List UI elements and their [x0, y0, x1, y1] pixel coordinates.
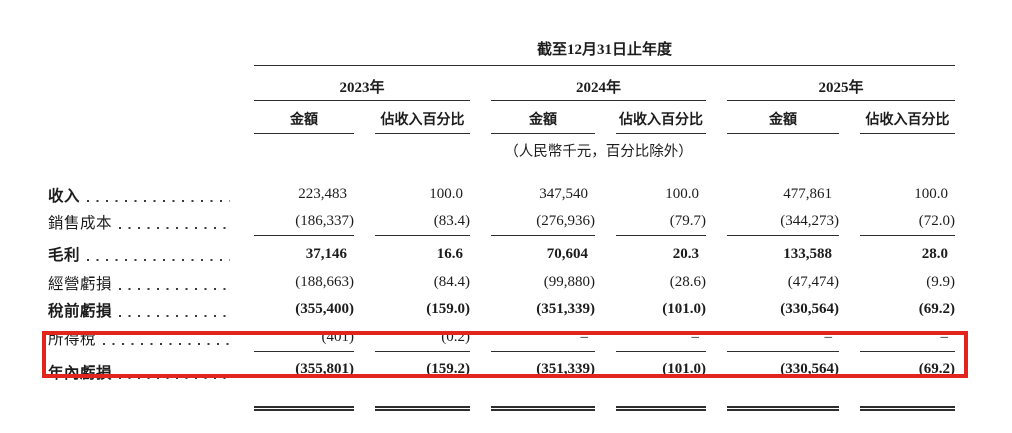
cell-value: (276,936)	[491, 208, 595, 236]
cell-value: (0.2)	[375, 323, 470, 352]
dot-leader	[87, 259, 230, 261]
cell-value: (84.4)	[433, 274, 470, 290]
cell-value: (159.0)	[426, 301, 470, 317]
cell-value: 100.0	[665, 186, 699, 202]
cell-value: 100.0	[914, 186, 948, 202]
col-header-amount-2024: 金額	[491, 101, 595, 134]
table-row-revenue: 收入 223,483 100.0 347,540 100.0 477,861 1…	[48, 181, 955, 208]
cell-value: 100.0	[429, 186, 463, 202]
cell-value: (101.0)	[662, 301, 706, 317]
cell-value: (101.0)	[616, 352, 706, 411]
col-header-amount-2023: 金額	[254, 101, 354, 134]
empty-cell	[254, 134, 470, 161]
cell-value: (330,564)	[780, 301, 839, 317]
dot-leader	[119, 314, 230, 317]
cell-value: (69.2)	[918, 301, 955, 317]
dot-leader	[103, 342, 230, 345]
row-label: 經營虧損	[48, 275, 113, 293]
cell-value: (47,474)	[787, 274, 839, 290]
empty-cell	[48, 134, 233, 161]
column-header-row: 金額 佔收入百分比 金額 佔收入百分比 金額 佔收入百分比	[48, 101, 955, 134]
dot-leader	[119, 377, 230, 379]
cell-value: 347,540	[539, 186, 588, 202]
cell-value: 37,146	[305, 245, 347, 262]
year-header-2024: 2024年	[491, 66, 706, 101]
cell-value: (79.7)	[616, 208, 706, 236]
cell-value: (186,337)	[254, 208, 354, 236]
cell-value: 133,588	[783, 245, 832, 262]
year-header-2025: 2025年	[727, 66, 955, 101]
empty-cell	[48, 30, 233, 66]
cell-value: (355,801)	[254, 352, 354, 411]
period-header: 截至12月31日止年度	[254, 30, 955, 66]
empty-cell	[48, 66, 233, 101]
cell-value: (401)	[254, 323, 354, 352]
row-label: 毛利	[48, 247, 81, 264]
cell-value: 20.3	[672, 245, 699, 262]
dot-leader	[87, 199, 230, 202]
col-header-pct-2025: 佔收入百分比	[860, 101, 955, 134]
spacer	[48, 161, 955, 181]
row-label: 年內虧損	[48, 365, 113, 382]
row-label: 稅前虧損	[48, 302, 113, 320]
year-header-2023: 2023年	[254, 66, 470, 101]
unit-note-row: （人民幣千元，百分比除外）	[48, 134, 955, 161]
cell-value: (9.9)	[926, 274, 955, 290]
dot-leader	[119, 227, 230, 229]
period-header-row: 截至12月31日止年度	[48, 30, 955, 66]
cell-value: 16.6	[436, 245, 463, 262]
cell-value: –	[727, 323, 839, 352]
row-label: 所得稅	[48, 330, 97, 348]
col-header-pct-2023: 佔收入百分比	[375, 101, 470, 134]
cell-value: (159.2)	[375, 352, 470, 411]
cell-value: –	[616, 323, 706, 352]
financial-statement: 截至12月31日止年度 2023年 2024年 2025年 金額 佔收入百分比 …	[27, 30, 976, 411]
cell-value: (351,339)	[491, 352, 595, 411]
cell-value: 223,483	[298, 186, 347, 202]
cell-value: (28.6)	[669, 274, 706, 290]
table-row-operating-loss: 經營虧損 (188,663) (84.4) (99,880) (28.6) (4…	[48, 269, 955, 296]
cell-value: (351,339)	[536, 301, 595, 317]
table-row-cost-of-sales: 銷售成本 (186,337) (83.4) (276,936) (79.7) (…	[48, 208, 955, 236]
cell-value: (72.0)	[860, 208, 955, 236]
unit-note: （人民幣千元，百分比除外）	[504, 144, 693, 160]
table-row-income-tax: 所得稅 (401) (0.2) – – – –	[48, 323, 955, 352]
col-header-amount-2025: 金額	[727, 101, 839, 134]
col-header-pct-2024: 佔收入百分比	[616, 101, 706, 134]
cell-value: (99,880)	[543, 274, 595, 290]
table-row-loss-before-tax: 稅前虧損 (355,400) (159.0) (351,339) (101.0)…	[48, 296, 955, 323]
cell-value: (188,663)	[295, 274, 354, 290]
cell-value: (330,564)	[727, 352, 839, 411]
cell-value: 477,861	[783, 186, 832, 202]
cell-value: 70,604	[546, 245, 588, 262]
row-label: 收入	[48, 187, 81, 205]
cell-value: (69.2)	[860, 352, 955, 411]
statement-table: 截至12月31日止年度 2023年 2024年 2025年 金額 佔收入百分比 …	[27, 30, 976, 411]
cell-value: (83.4)	[375, 208, 470, 236]
dot-leader	[119, 287, 230, 290]
cell-value: (355,400)	[295, 301, 354, 317]
empty-cell	[727, 134, 955, 161]
cell-value: (344,273)	[727, 208, 839, 236]
cell-value: –	[860, 323, 955, 352]
row-label: 銷售成本	[48, 215, 113, 232]
year-header-row: 2023年 2024年 2025年	[48, 66, 955, 101]
cell-value: –	[491, 323, 595, 352]
cell-value: 28.0	[921, 245, 948, 262]
empty-cell	[48, 101, 233, 134]
table-row-loss-for-year: 年內虧損 (355,801) (159.2) (351,339) (101.0)…	[48, 352, 955, 411]
table-row-gross-profit: 毛利 37,146 16.6 70,604 20.3 133,588 28.0	[48, 236, 955, 269]
